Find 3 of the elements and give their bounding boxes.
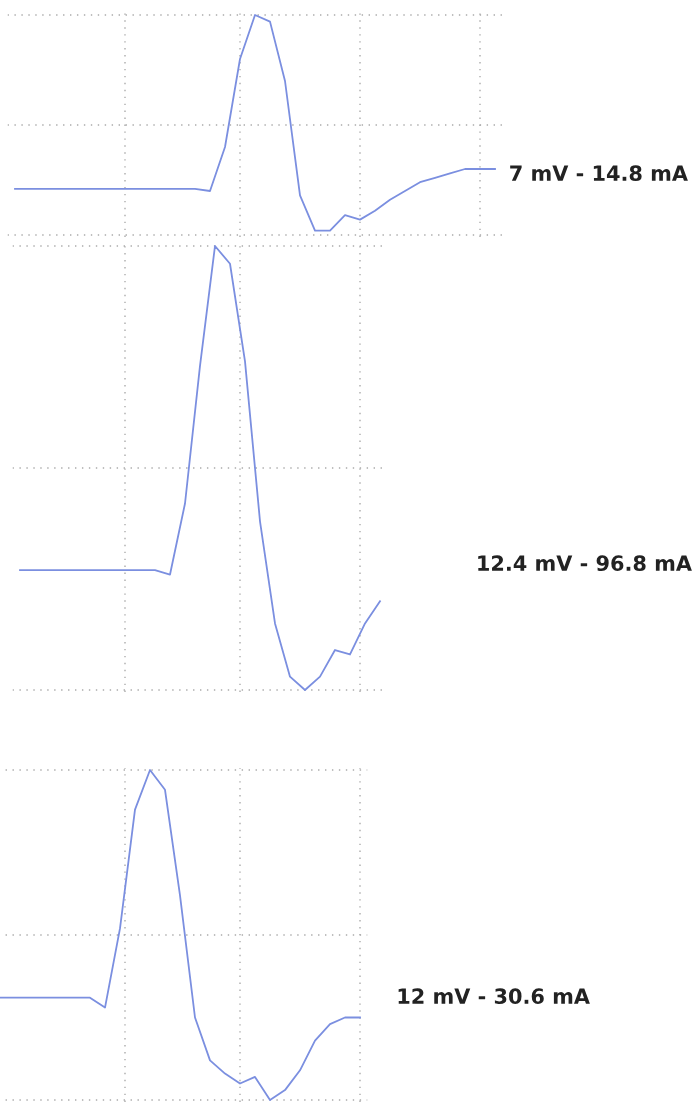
text: 12.4 mV - 96.8 mA — [478, 555, 692, 572]
text: 12 mV - 30.6 mA — [398, 988, 590, 1005]
text: 7 mV - 14.8 mA — [510, 165, 688, 182]
